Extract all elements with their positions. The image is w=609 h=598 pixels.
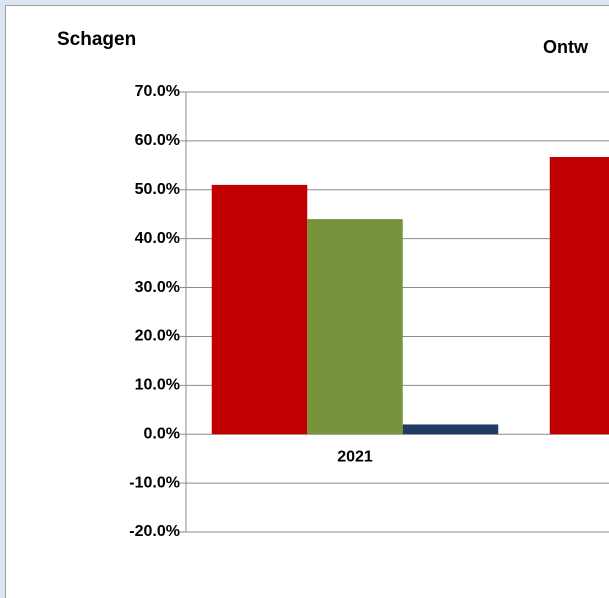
bar <box>307 219 403 435</box>
y-tick-label: -10.0% <box>129 474 180 491</box>
y-tick-label: 60.0% <box>135 132 180 149</box>
y-tick-label: 0.0% <box>144 425 180 442</box>
y-tick-label: 70.0% <box>135 83 180 100</box>
y-tick-label: 40.0% <box>135 230 180 247</box>
y-tick-label: 50.0% <box>135 181 180 198</box>
bar <box>402 424 499 435</box>
bar <box>211 184 308 435</box>
y-tick-label: -20.0% <box>129 523 180 540</box>
x-tick-label: 2021 <box>337 448 373 465</box>
y-tick-label: 10.0% <box>135 377 180 394</box>
y-tick-label: 20.0% <box>135 328 180 345</box>
y-tick-label: 30.0% <box>135 279 180 296</box>
chart-subtitle: Ontw <box>543 37 589 57</box>
chart-title: Schagen <box>57 29 136 50</box>
bar <box>549 157 609 435</box>
